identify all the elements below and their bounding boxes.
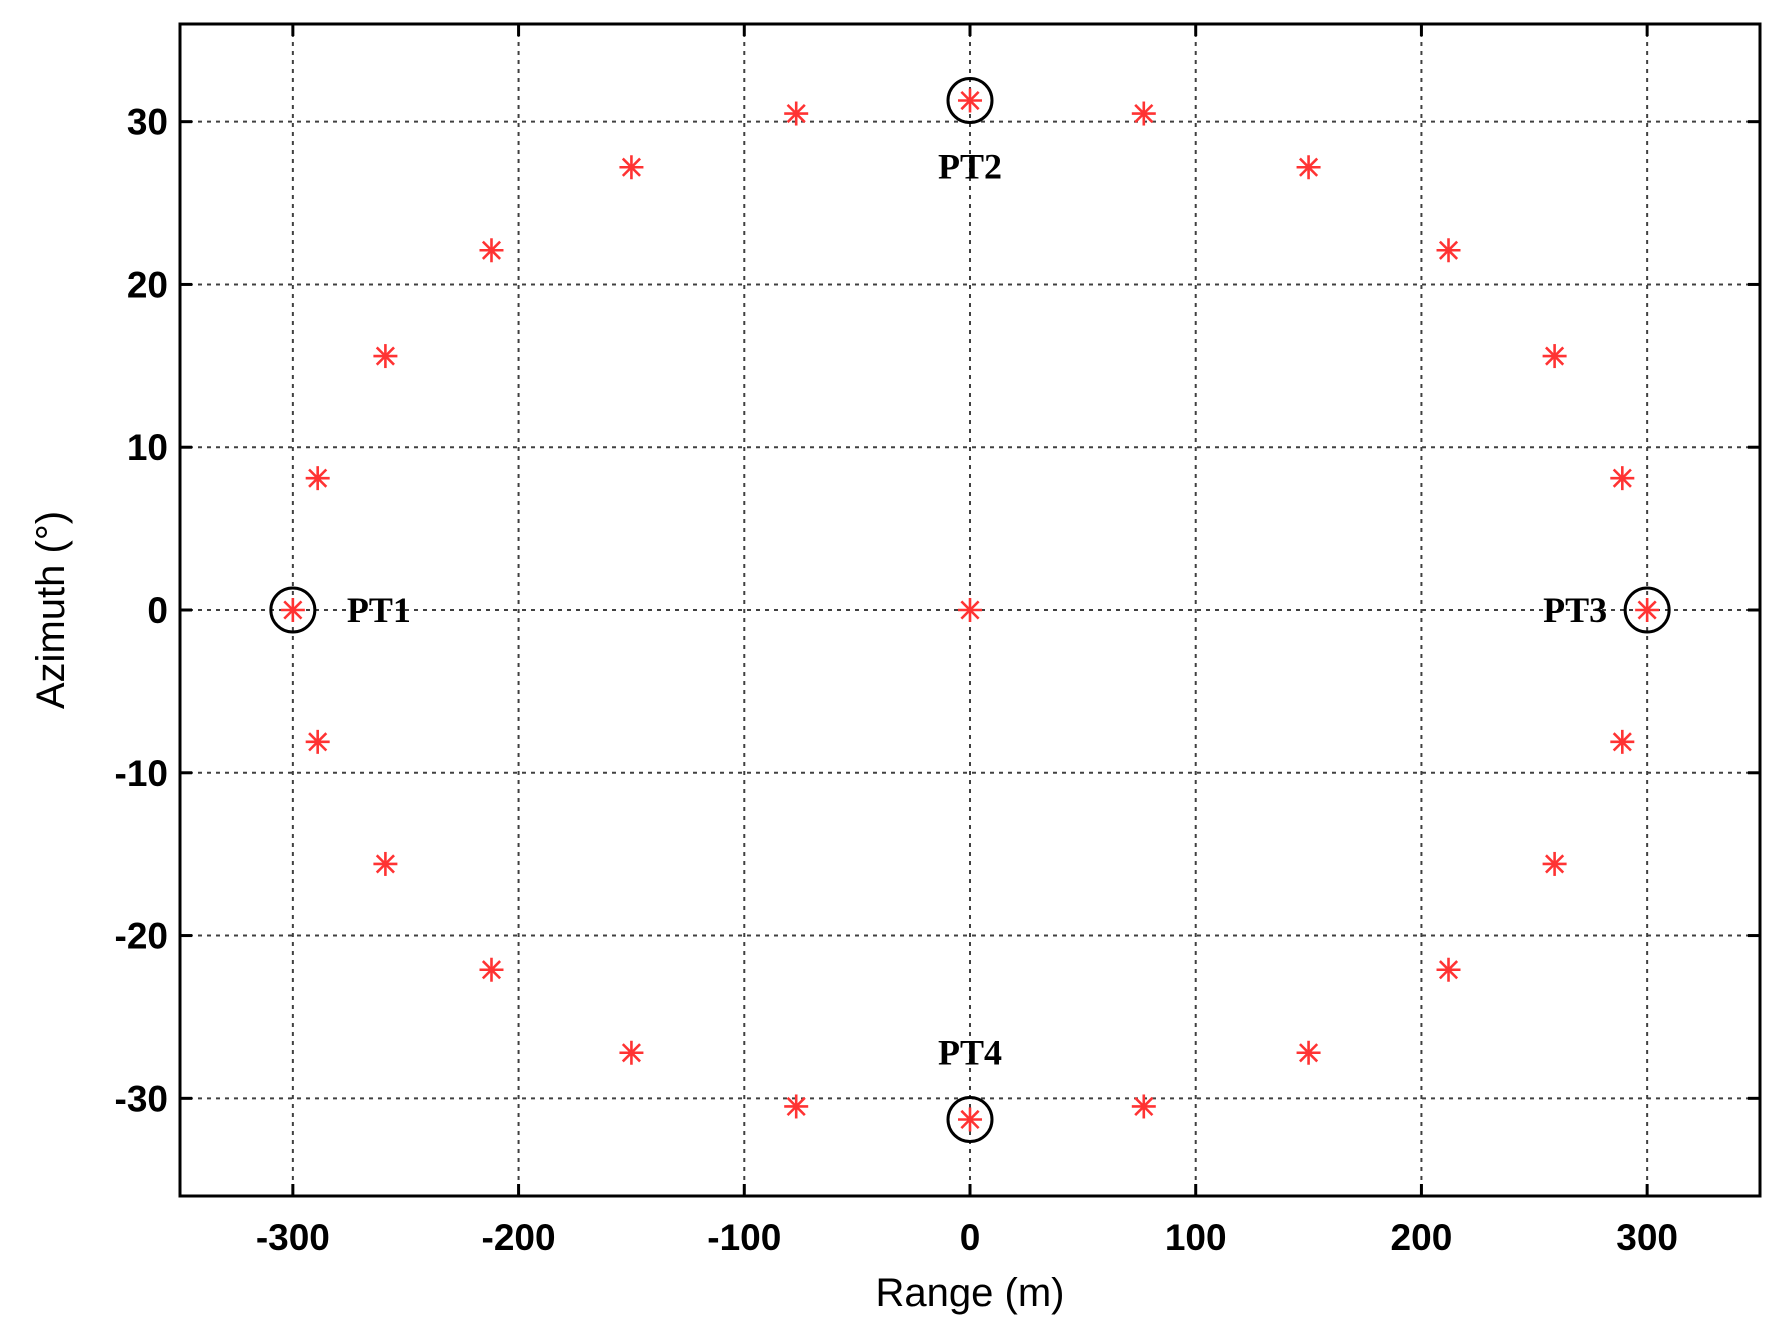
data-points <box>280 88 1660 1132</box>
highlight-circle <box>946 77 994 125</box>
x-tick-label: 300 <box>1616 1217 1678 1258</box>
data-point <box>784 101 809 126</box>
data-point <box>619 155 644 180</box>
y-tick-label: 20 <box>127 264 168 305</box>
data-point <box>479 957 504 982</box>
annotation-label: PT1 <box>347 590 411 630</box>
data-point <box>305 729 330 754</box>
data-point <box>1542 344 1567 369</box>
data-point <box>373 344 398 369</box>
highlight-circle <box>269 586 317 634</box>
data-point <box>1131 1094 1156 1119</box>
data-point <box>1296 1040 1321 1065</box>
y-tick-label: -20 <box>115 916 168 957</box>
x-tick-label: 0 <box>960 1217 981 1258</box>
data-point <box>958 88 982 113</box>
highlight-circle <box>946 1095 994 1143</box>
data-point <box>1296 155 1321 180</box>
y-tick-label: -30 <box>115 1078 168 1119</box>
data-point <box>305 466 330 491</box>
data-point <box>958 1107 982 1132</box>
data-point <box>1436 238 1461 263</box>
y-tick-label: -10 <box>115 753 168 794</box>
annotations: PT1 PT2 PT3 PT4 <box>269 77 1671 1143</box>
x-tick-label: -100 <box>707 1217 781 1258</box>
x-tick-label: -200 <box>482 1217 556 1258</box>
y-tick-label: 10 <box>127 427 168 468</box>
annotation-label: PT3 <box>1543 590 1607 630</box>
x-tick-label: -300 <box>256 1217 330 1258</box>
x-axis-label: Range (m) <box>876 1271 1065 1315</box>
highlight-circle <box>1623 586 1671 634</box>
data-point <box>373 851 398 876</box>
axis-ticks <box>180 24 1760 1196</box>
data-point <box>1436 957 1461 982</box>
data-point <box>1635 598 1660 622</box>
x-tick-label: 100 <box>1165 1217 1227 1258</box>
data-point <box>1131 101 1156 126</box>
annotation-label: PT2 <box>938 147 1002 187</box>
data-point <box>1542 851 1567 876</box>
data-point <box>784 1094 809 1119</box>
annotation-label: PT4 <box>938 1032 1002 1072</box>
y-tick-label: 0 <box>147 590 168 631</box>
data-point <box>1610 466 1635 491</box>
data-point <box>619 1040 644 1065</box>
data-point <box>280 598 305 622</box>
data-point <box>958 598 982 622</box>
data-point <box>1610 729 1635 754</box>
data-point <box>479 238 504 263</box>
plot-frame <box>178 22 1762 1198</box>
x-tick-label: 200 <box>1391 1217 1453 1258</box>
y-axis-label: Azimuth (°) <box>29 511 73 709</box>
y-tick-label: 30 <box>127 102 168 143</box>
